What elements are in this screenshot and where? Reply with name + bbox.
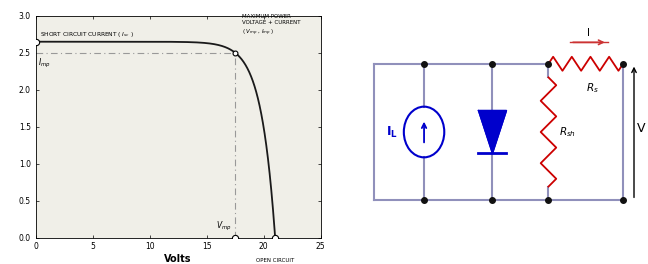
Text: OPEN CIRCUIT
VOLTAGE ( $V_{oc}$ ): OPEN CIRCUIT VOLTAGE ( $V_{oc}$ ) — [253, 258, 298, 264]
Text: MAXIMUM POWER
VOLTAGE + CURRENT
( $V_{mp}$ , $I_{mp}$ ): MAXIMUM POWER VOLTAGE + CURRENT ( $V_{mp… — [242, 14, 301, 38]
Text: $\mathbf{I_L}$: $\mathbf{I_L}$ — [386, 124, 398, 140]
Text: $R_s$: $R_s$ — [586, 81, 599, 95]
X-axis label: Volts: Volts — [165, 254, 192, 264]
Text: SHORT CIRCUIT CURRENT ( $I_{sc}$ ): SHORT CIRCUIT CURRENT ( $I_{sc}$ ) — [40, 30, 134, 39]
Text: V: V — [637, 122, 645, 135]
Text: $R_{sh}$: $R_{sh}$ — [559, 125, 577, 139]
Text: $I_{mp}$: $I_{mp}$ — [38, 56, 51, 70]
Text: $V_{mp}$: $V_{mp}$ — [216, 220, 232, 233]
Text: I: I — [587, 28, 590, 38]
Polygon shape — [478, 111, 507, 153]
